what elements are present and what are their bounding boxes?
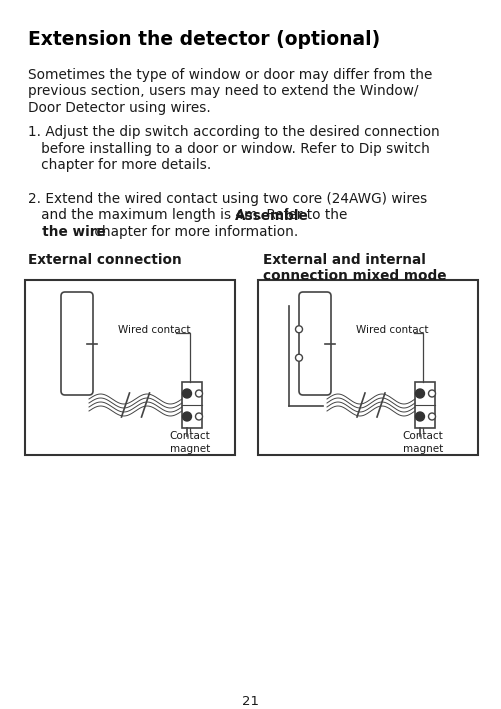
Text: External and internal: External and internal — [263, 253, 425, 267]
Text: 1. Adjust the dip switch according to the desired connection: 1. Adjust the dip switch according to th… — [28, 125, 439, 139]
Text: chapter for more information.: chapter for more information. — [90, 225, 298, 239]
Text: Contact: Contact — [169, 431, 210, 441]
Text: 21: 21 — [242, 695, 259, 708]
Text: before installing to a door or window. Refer to Dip switch: before installing to a door or window. R… — [28, 142, 429, 155]
Text: magnet: magnet — [169, 444, 210, 454]
FancyBboxPatch shape — [299, 292, 330, 395]
Bar — [258, 280, 477, 455]
Text: connection mixed mode: connection mixed mode — [263, 269, 445, 284]
Text: magnet: magnet — [402, 444, 442, 454]
Text: Contact: Contact — [402, 431, 442, 441]
Circle shape — [428, 390, 435, 397]
Circle shape — [182, 389, 191, 398]
Text: Sometimes the type of window or door may differ from the: Sometimes the type of window or door may… — [28, 68, 431, 82]
Circle shape — [295, 325, 302, 333]
Text: Assemble: Assemble — [234, 208, 308, 223]
Text: Wired contact: Wired contact — [355, 325, 428, 335]
Circle shape — [415, 389, 424, 398]
Bar — [414, 382, 434, 428]
Circle shape — [428, 413, 435, 420]
Bar — [25, 280, 234, 455]
Text: previous section, users may need to extend the Window/: previous section, users may need to exte… — [28, 84, 418, 99]
Circle shape — [182, 412, 191, 421]
Circle shape — [195, 413, 202, 420]
Text: Door Detector using wires.: Door Detector using wires. — [28, 101, 210, 115]
Text: and the maximum length is 4m. Refer to the: and the maximum length is 4m. Refer to t… — [28, 208, 351, 223]
Text: chapter for more details.: chapter for more details. — [28, 158, 211, 172]
Text: Extension the detector (optional): Extension the detector (optional) — [28, 30, 379, 49]
Text: External connection: External connection — [28, 253, 181, 267]
Circle shape — [415, 412, 424, 421]
Text: Wired contact: Wired contact — [118, 325, 190, 335]
Circle shape — [195, 390, 202, 397]
Bar — [182, 382, 201, 428]
Text: 2. Extend the wired contact using two core (24AWG) wires: 2. Extend the wired contact using two co… — [28, 192, 426, 206]
FancyBboxPatch shape — [61, 292, 93, 395]
Text: the wire: the wire — [28, 225, 106, 239]
Circle shape — [295, 354, 302, 362]
